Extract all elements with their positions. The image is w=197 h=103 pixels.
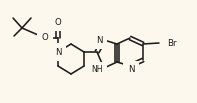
Text: O: O	[42, 33, 48, 43]
Text: Br: Br	[167, 39, 177, 47]
Text: N: N	[97, 36, 103, 44]
Text: O: O	[55, 18, 61, 26]
Text: N: N	[128, 66, 134, 74]
Text: N: N	[55, 47, 61, 57]
Text: NH: NH	[91, 66, 103, 74]
